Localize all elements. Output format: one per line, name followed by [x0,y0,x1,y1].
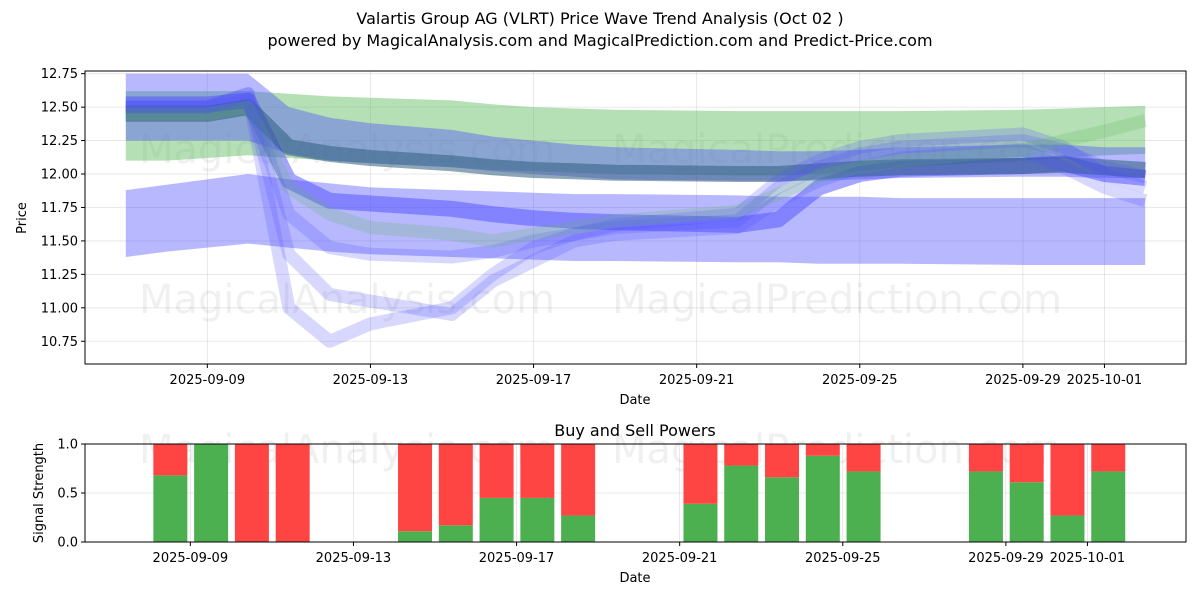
price-x-tick-label: 2025-10-01 [1067,373,1143,388]
buy-bar [438,525,473,542]
sell-bar [1050,444,1085,516]
sell-bar [1009,444,1044,483]
watermark-3: MagicalAnalysis.com [139,277,555,323]
price-series [125,73,1148,348]
buy-bar [479,497,514,542]
sell-bar [846,444,881,472]
price-y-tick-label: 12.75 [41,67,78,82]
sell-bar [724,444,759,466]
powers-y-tick-label: 0.5 [57,487,78,502]
buy-bar [683,503,718,542]
powers-bars [153,444,1126,542]
powers-x-tick-label: 2025-09-29 [968,551,1044,566]
price-x-tick-label: 2025-09-29 [985,373,1061,388]
blue-dip-wave-a [125,87,1148,348]
price-y-tick-label: 11.75 [41,201,78,216]
powers-x-tick-label: 2025-10-01 [1050,551,1126,566]
buy-bar [153,475,188,542]
sell-bar [683,444,718,504]
price-y-tick-label: 12.50 [41,101,78,116]
buy-bar [846,471,881,542]
price-y-tick-label: 11.00 [41,301,78,316]
sell-bar [968,444,1003,472]
chart-title: Valartis Group AG (VLRT) Price Wave Tren… [356,9,844,28]
watermark-4: MagicalPrediction.com [612,277,1062,323]
powers-x-tick-label: 2025-09-21 [642,551,718,566]
sell-bar [398,444,433,532]
green-rising-wave [125,100,1147,248]
sell-bar [479,444,514,498]
price-y-tick-label: 10.75 [41,335,78,350]
buy-bar [1050,515,1085,542]
price-y-tick-label: 12.25 [41,134,78,149]
price-x-ticks: 2025-09-09 2025-09-13 2025-09-17 2025-09-21… [170,364,1143,388]
blue-dip-wave-c [125,93,1147,264]
buy-bar [194,444,229,542]
powers-x-tick-label: 2025-09-17 [479,551,555,566]
powers-x-tick-label: 2025-09-25 [805,551,881,566]
powers-y-tick-label: 1.0 [57,438,78,453]
price-y-tick-label: 11.25 [41,268,78,283]
price-y-label: Price [15,202,30,234]
price-x-tick-label: 2025-09-13 [333,373,409,388]
price-x-tick-label: 2025-09-17 [496,373,572,388]
price-x-tick-label: 2025-09-21 [659,373,735,388]
sell-bar [805,444,840,456]
powers-y-tick-label: 0.0 [57,536,78,551]
buy-bar [1009,482,1044,542]
sell-bar [275,444,310,542]
powers-x-tick-label: 2025-09-13 [316,551,392,566]
dark-core-trend [125,99,1146,182]
sell-bar [1091,444,1126,472]
powers-x-tick-label: 2025-09-09 [153,551,229,566]
buy-bar [1091,471,1126,542]
powers-y-ticks: 0.0 0.5 1.0 [57,438,85,551]
price-y-tick-label: 11.50 [41,234,78,249]
sell-bar [765,444,800,478]
sell-bar [561,444,596,516]
price-x-tick-label: 2025-09-25 [822,373,898,388]
sell-bar [153,444,188,476]
sell-bar [438,444,473,526]
chart-subtitle: powered by MagicalAnalysis.com and Magic… [267,31,933,50]
buy-bar [805,455,840,542]
blue-dip-wave-b [125,87,1148,321]
powers-title: Buy and Sell Powers [554,421,716,440]
price-axes-frame [84,70,1187,365]
price-x-label: Date [619,393,650,408]
price-x-tick-label: 2025-09-09 [170,373,246,388]
sell-bar [520,444,555,498]
buy-bar [520,497,555,542]
buy-bar [724,465,759,542]
powers-y-label: Signal Strength [32,443,47,543]
sell-bar [234,444,269,542]
powers-x-ticks: 2025-09-09 2025-09-13 2025-09-17 2025-09-21… [153,542,1126,566]
buy-bar [765,477,800,542]
price-y-ticks: 10.75 11.00 11.25 11.50 11.75 12.00 12.25 12.50… [41,67,85,350]
buy-bar [561,515,596,542]
buy-bar [968,471,1003,542]
powers-x-label: Date [619,571,650,586]
buy-bar [398,531,433,542]
price-y-tick-label: 12.00 [41,168,78,183]
